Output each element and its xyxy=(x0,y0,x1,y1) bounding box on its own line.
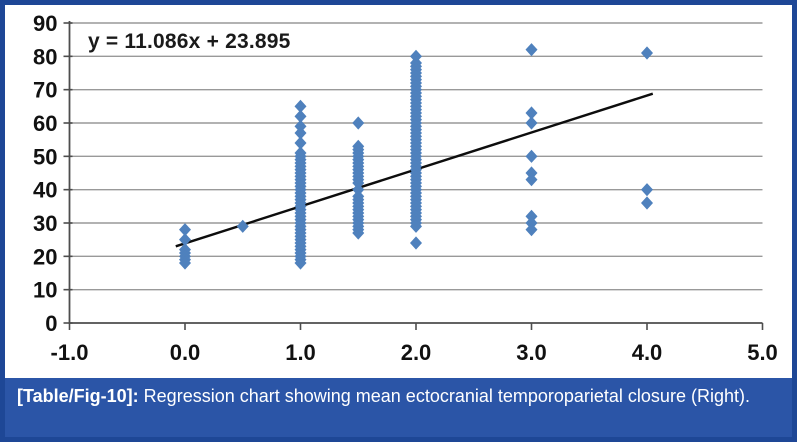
scatter-point xyxy=(179,223,191,237)
scatter-point xyxy=(641,183,653,197)
scatter-point xyxy=(179,233,191,247)
figure-caption-text: Regression chart showing mean ectocrania… xyxy=(138,386,750,406)
y-tick-label-60: 60 xyxy=(33,111,57,136)
scatter-point xyxy=(179,256,191,270)
scatter-point xyxy=(525,223,538,237)
y-tick-label-70: 70 xyxy=(33,78,57,103)
trendline-equation-label: y = 11.086x + 23.895 xyxy=(88,30,291,53)
y-tick-label-50: 50 xyxy=(33,144,57,169)
y-tick-label-0: 0 xyxy=(45,311,57,336)
scatter-point xyxy=(294,99,307,113)
scatter-point xyxy=(525,43,538,57)
scatter-chart: 0 10 20 30 40 50 60 70 80 90 -1.0 0.0 1.0 2.0 3.0 4.0 5.… xyxy=(5,5,792,378)
x-tick-label-4: 4.0 xyxy=(632,340,663,365)
x-tick-label-0: 0.0 xyxy=(170,340,201,365)
scatter-point xyxy=(410,49,422,63)
scatter-point xyxy=(352,116,365,130)
scatter-chart-canvas: 0 10 20 30 40 50 60 70 80 90 -1.0 0.0 1.0 2.0 3.0 4.0 5.… xyxy=(33,11,778,365)
scatter-point xyxy=(525,106,538,120)
scatter-point xyxy=(352,226,365,240)
figure-caption: [Table/Fig-10]: Regression chart showing… xyxy=(5,378,792,437)
scatter-point xyxy=(641,196,653,210)
scatter-point xyxy=(294,109,307,123)
scatter-point xyxy=(294,119,307,133)
y-tick-label-90: 90 xyxy=(33,11,57,36)
y-tick-label-10: 10 xyxy=(33,278,57,303)
x-tick-label-1: 1.0 xyxy=(285,340,316,365)
scatter-point xyxy=(525,166,538,180)
scatter-point xyxy=(410,219,422,233)
scatter-point xyxy=(525,149,538,163)
scatter-point xyxy=(294,136,307,150)
x-tick-label-5: 5.0 xyxy=(747,340,778,365)
scatter-point xyxy=(294,256,307,270)
figure-caption-number: [Table/Fig-10]: xyxy=(17,386,139,406)
scatter-point xyxy=(641,46,653,60)
y-tick-label-80: 80 xyxy=(33,44,57,69)
x-tick-label--1: -1.0 xyxy=(51,340,89,365)
scatter-point xyxy=(352,183,365,197)
y-tick-label-40: 40 xyxy=(33,178,57,203)
y-tick-label-20: 20 xyxy=(33,244,57,269)
x-tick-label-3: 3.0 xyxy=(516,340,547,365)
scatter-point xyxy=(525,216,538,230)
scatter-point xyxy=(352,176,365,190)
x-tick-label-2: 2.0 xyxy=(401,340,432,365)
y-tick-label-30: 30 xyxy=(33,211,57,236)
scatter-point xyxy=(236,219,249,233)
scatter-point xyxy=(525,116,538,130)
scatter-point xyxy=(410,236,422,250)
scatter-point xyxy=(525,209,538,223)
scatter-point xyxy=(525,173,538,187)
